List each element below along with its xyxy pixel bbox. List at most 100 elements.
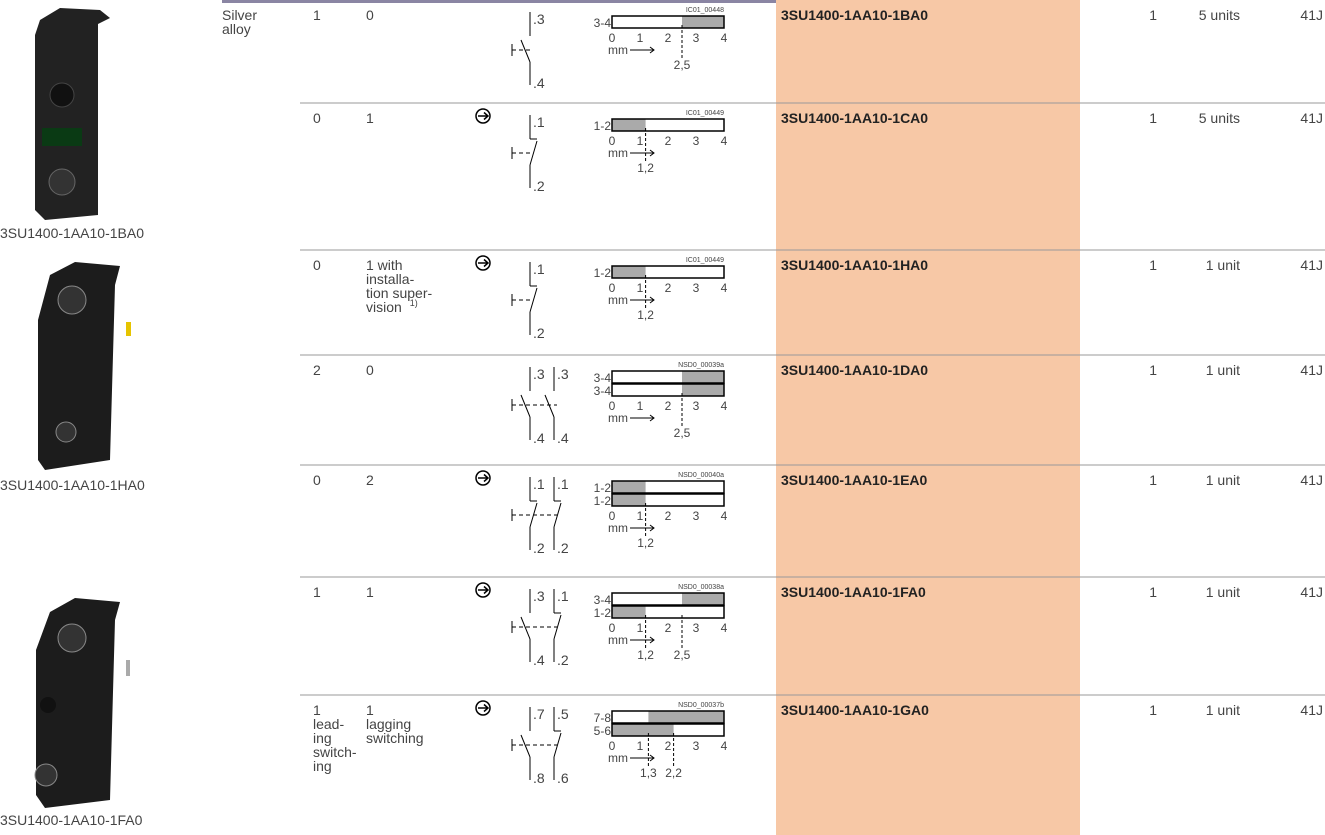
nc-text: 1 — [366, 110, 374, 126]
contact-closed — [612, 494, 646, 506]
unit-arrow — [630, 524, 655, 532]
no-text: 0 — [313, 257, 321, 273]
contact-closed — [682, 371, 724, 383]
contact-closed — [682, 16, 724, 28]
nc-text: vision — [366, 299, 402, 315]
ps: 1 unit — [1206, 472, 1240, 488]
pu: 1 — [1149, 584, 1157, 600]
travel-tick: 0 — [609, 399, 616, 413]
travel-unit: mm — [608, 293, 628, 307]
order-number: 3SU1400-1AA10-1BA0 — [781, 7, 928, 23]
order-number: 3SU1400-1AA10-1HA0 — [781, 257, 928, 273]
travel-tick: 0 — [609, 509, 616, 523]
contact-label: .3 — [533, 588, 545, 604]
travel-tick: 2 — [665, 739, 672, 753]
travel-unit: mm — [608, 43, 628, 57]
positive-opening-arrow — [478, 258, 490, 268]
track-bar — [611, 723, 725, 737]
contact-label: .1 — [533, 114, 545, 130]
contact-label: .5 — [557, 706, 569, 722]
diagram-id: IC01_00448 — [686, 7, 724, 14]
contact-label: .4 — [557, 430, 569, 446]
no-text: 1 — [313, 702, 321, 718]
travel-unit: mm — [608, 751, 628, 765]
contact-label: .2 — [533, 540, 545, 556]
contact-label: .1 — [533, 261, 545, 277]
contact-closed — [648, 711, 724, 723]
positive-opening-arrow — [478, 703, 490, 713]
order-number: 3SU1400-1AA10-1EA0 — [781, 472, 928, 488]
track-bar — [611, 370, 725, 384]
no-text: 1 — [313, 584, 321, 600]
pg: 41J — [1300, 257, 1323, 273]
travel-tick: 3 — [693, 31, 700, 45]
travel-tick: 1 — [637, 621, 644, 635]
positive-opening-arrow — [478, 473, 490, 483]
image-caption: 3SU1400-1AA10-1HA0 — [0, 477, 145, 493]
nc-text: 1 — [366, 584, 374, 600]
image-caption: 3SU1400-1AA10-1BA0 — [0, 225, 144, 241]
ps: 1 unit — [1206, 362, 1240, 378]
contact-closed — [612, 266, 646, 278]
contact-blade — [553, 502, 562, 528]
travel-tick: 4 — [721, 509, 728, 523]
contact-blade — [529, 287, 538, 313]
image-caption: 3SU1400-1AA10-1FA0 — [0, 812, 143, 828]
travel-tick: 1 — [637, 399, 644, 413]
travel-tick: 2 — [665, 281, 672, 295]
travel-unit: mm — [608, 146, 628, 160]
nc-text: lagging — [366, 716, 411, 732]
diagram-id: NSD0_00038a — [678, 584, 724, 591]
nc-text: 1 with — [366, 257, 403, 273]
no-text: switch- — [313, 744, 357, 760]
pu: 1 — [1149, 472, 1157, 488]
travel-tick: 0 — [609, 281, 616, 295]
travel-tick: 1 — [637, 739, 644, 753]
pu: 1 — [1149, 702, 1157, 718]
pu: 1 — [1149, 257, 1157, 273]
ps: 1 unit — [1206, 702, 1240, 718]
positive-opening-arrow — [478, 111, 490, 121]
contact-label: .1 — [557, 588, 569, 604]
product-image — [35, 8, 110, 220]
travel-tick: 4 — [721, 399, 728, 413]
contact-label: .2 — [557, 540, 569, 556]
travel-tick: 4 — [721, 739, 728, 753]
contact-closed — [612, 119, 646, 131]
travel-mark-label: 1,3 — [640, 766, 657, 780]
pg: 41J — [1300, 110, 1323, 126]
ps: 5 units — [1199, 7, 1240, 23]
material-text: alloy — [222, 21, 251, 37]
track-label: 1-2 — [594, 266, 612, 280]
ps: 5 units — [1199, 110, 1240, 126]
contact-blade — [520, 616, 531, 640]
contact-blade — [520, 734, 531, 758]
nc-text: 2 — [366, 472, 374, 488]
track-bar — [611, 15, 725, 29]
pg: 41J — [1300, 584, 1323, 600]
travel-mark-label: 1,2 — [637, 161, 654, 175]
travel-mark-label: 1,2 — [637, 536, 654, 550]
travel-tick: 2 — [665, 399, 672, 413]
order-number: 3SU1400-1AA10-1GA0 — [781, 702, 929, 718]
track-label: 1-2 — [594, 481, 612, 495]
no-text: ing — [313, 730, 332, 746]
contact-label: .3 — [533, 11, 545, 27]
unit-arrow — [630, 296, 655, 304]
contact-label: .2 — [533, 178, 545, 194]
pg: 41J — [1300, 362, 1323, 378]
travel-tick: 0 — [609, 621, 616, 635]
travel-unit: mm — [608, 521, 628, 535]
diagram-id: IC01_00449 — [686, 257, 724, 264]
travel-tick: 4 — [721, 621, 728, 635]
nc-text: 1 — [366, 702, 374, 718]
track-label: 3-4 — [594, 384, 612, 398]
nc-text: 0 — [366, 7, 374, 23]
contact-label: .3 — [533, 366, 545, 382]
product-image — [34, 598, 130, 808]
travel-mark-label: 2,2 — [665, 766, 682, 780]
track-bar — [611, 480, 725, 494]
contact-blade — [553, 614, 562, 640]
